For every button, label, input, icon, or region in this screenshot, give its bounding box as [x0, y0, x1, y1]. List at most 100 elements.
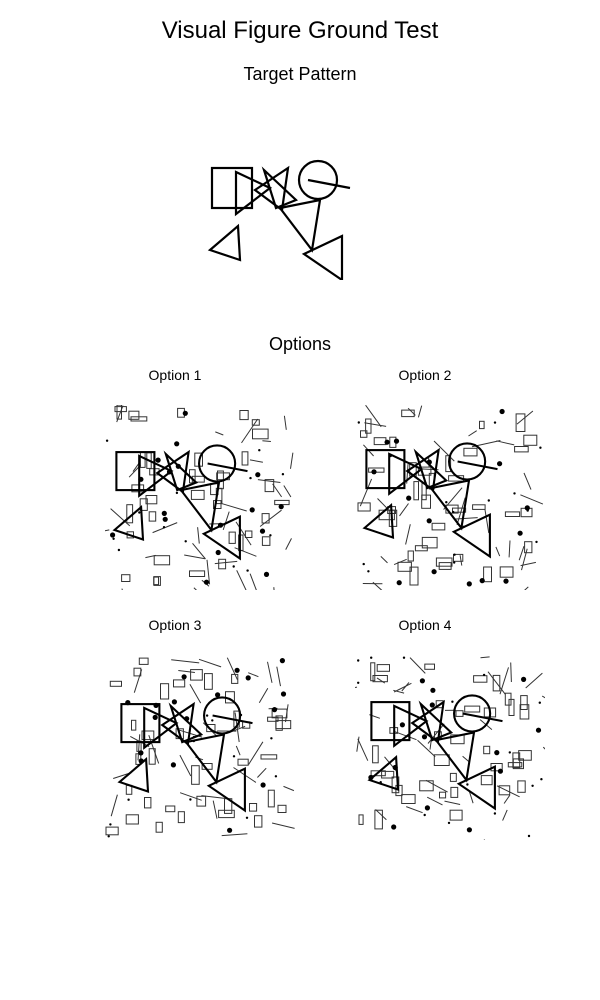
- distractor-rect: [473, 675, 488, 683]
- option-4-label: Option 4: [398, 617, 452, 633]
- distractor-rect: [131, 719, 137, 731]
- distractor-line: [516, 410, 534, 425]
- distractor-dot: [424, 805, 430, 811]
- distractor-rect: [191, 765, 200, 785]
- distractor-dot: [497, 768, 503, 774]
- distractor-rect: [463, 447, 478, 457]
- distractor-dot: [174, 441, 180, 447]
- distractor-dot: [280, 691, 287, 697]
- distractor-dot: [112, 537, 115, 540]
- figure-group: [112, 444, 248, 561]
- distractor-rect: [357, 502, 371, 512]
- distractor-dot: [171, 699, 177, 705]
- distractor-dot: [384, 439, 390, 445]
- distractor-dots: [105, 410, 285, 585]
- distractor-dot: [227, 827, 233, 833]
- distractor-rect: [204, 673, 213, 690]
- distractor-line: [236, 570, 247, 590]
- distractor-dot: [175, 491, 179, 495]
- triangle-shape: [388, 452, 424, 496]
- distractor-rect: [372, 745, 379, 764]
- circle-shape: [297, 159, 339, 201]
- distractor-rect: [139, 498, 148, 511]
- distractor-rect: [275, 715, 283, 731]
- line-shape: [457, 460, 498, 471]
- distractor-line: [248, 672, 259, 678]
- distractor-dot: [170, 762, 176, 768]
- distractor-rect: [105, 826, 119, 836]
- distractor-line: [105, 529, 110, 532]
- distractor-rect: [130, 416, 148, 422]
- distractor-line: [234, 547, 257, 557]
- line-shape: [307, 178, 351, 190]
- distractor-rect: [153, 555, 171, 566]
- distractor-dot: [234, 667, 240, 673]
- distractor-dot: [453, 553, 456, 556]
- distractor-dot: [482, 673, 486, 677]
- distractor-rect: [401, 794, 416, 805]
- distractor-line: [521, 548, 528, 571]
- distractor-dot: [466, 581, 472, 587]
- triangle-shape: [301, 234, 344, 280]
- distractor-rect: [449, 772, 457, 782]
- distractor-line: [110, 508, 131, 527]
- option-1-figure[interactable]: [105, 405, 295, 590]
- option-1-panel[interactable]: [105, 405, 295, 590]
- distractor-dot: [215, 549, 221, 556]
- triangle-shape: [413, 448, 449, 490]
- distractor-dot: [494, 750, 500, 756]
- distractor-line: [484, 509, 490, 534]
- triangle-shape: [367, 755, 400, 791]
- distractor-line: [212, 800, 218, 819]
- distractor-dot: [527, 834, 531, 838]
- distractor-line: [241, 418, 259, 444]
- distractor-dot: [423, 813, 426, 817]
- distractor-line: [393, 730, 417, 741]
- circle-shape: [448, 442, 487, 481]
- distractor-line: [375, 809, 387, 821]
- distractor-dot: [245, 816, 249, 819]
- distractor-rect: [435, 557, 453, 567]
- triangle-shape: [184, 733, 226, 785]
- option-3-figure[interactable]: [105, 655, 295, 840]
- distractor-rect: [524, 541, 533, 554]
- figure-group: [367, 694, 503, 811]
- distractor-rect: [206, 724, 216, 733]
- distractor-rect: [237, 758, 249, 766]
- distractor-rect: [523, 434, 538, 446]
- distractor-rect: [373, 437, 387, 446]
- distractor-dot: [539, 446, 542, 449]
- distractor-rect: [480, 775, 493, 786]
- distractor-dot: [271, 707, 278, 713]
- distractor-rect: [515, 413, 526, 432]
- distractor-rect: [433, 754, 450, 767]
- option-2-figure[interactable]: [355, 405, 545, 590]
- distractor-rect: [518, 750, 532, 761]
- distractor-line: [426, 796, 443, 806]
- triangle-shape: [179, 481, 221, 533]
- distractor-dot: [260, 782, 266, 788]
- distractor-dot: [357, 659, 360, 662]
- option-2-panel[interactable]: [355, 405, 545, 590]
- distractor-dot: [161, 510, 167, 516]
- distractor-rect: [514, 446, 529, 453]
- distractor-rect: [407, 550, 414, 562]
- distractor-rect: [241, 451, 249, 466]
- distractor-rect: [483, 566, 493, 583]
- distractor-dot: [181, 674, 187, 680]
- distractor-rect: [148, 511, 157, 522]
- distractor-dot: [393, 438, 400, 444]
- target-heading: Target Pattern: [243, 64, 357, 84]
- distractor-dot: [391, 824, 397, 830]
- distractor-dot: [263, 571, 270, 577]
- option-4-figure[interactable]: [355, 655, 545, 840]
- distractor-line: [221, 833, 248, 837]
- distractor-line: [220, 502, 247, 512]
- option-4-panel[interactable]: [355, 655, 545, 840]
- distractor-rect: [165, 805, 176, 813]
- distractor-rect: [144, 797, 152, 809]
- figure-group: [207, 159, 351, 280]
- distractor-rect: [498, 785, 511, 796]
- distractor-rect: [244, 530, 253, 538]
- option-3-panel[interactable]: [105, 655, 295, 840]
